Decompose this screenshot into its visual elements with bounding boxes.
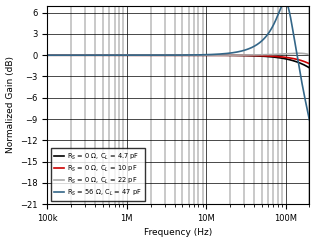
R$_S$ = 56 Ω, C$_L$ = 47 pF [283, 0, 287, 3]
R$_S$ = 0 Ω, C$_L$ = 4.7 pF [158, 54, 161, 57]
R$_S$ = 56 Ω, C$_L$ = 47 pF [302, 94, 306, 97]
R$_S$ = 56 Ω, C$_L$ = 47 pF [274, 18, 278, 21]
R$_S$ = 0 Ω, C$_L$ = 4.7 pF [76, 54, 79, 57]
R$_S$ = 0 Ω, C$_L$ = 4.7 pF [46, 54, 49, 57]
R$_S$ = 0 Ω, C$_L$ = 10 pF [76, 54, 79, 57]
Line: R$_S$ = 0 Ω, C$_L$ = 22 pF: R$_S$ = 0 Ω, C$_L$ = 22 pF [48, 53, 309, 55]
Legend: R$_S$ = 0 Ω, C$_L$ = 4.7 pF, R$_S$ = 0 Ω, C$_L$ = 10 pF, R$_S$ = 0 Ω, C$_L$ = 22: R$_S$ = 0 Ω, C$_L$ = 4.7 pF, R$_S$ = 0 Ω… [51, 148, 145, 201]
R$_S$ = 0 Ω, C$_L$ = 22 pF [76, 54, 79, 57]
R$_S$ = 0 Ω, C$_L$ = 10 pF [307, 62, 311, 65]
R$_S$ = 56 Ω, C$_L$ = 47 pF [307, 119, 311, 122]
Line: R$_S$ = 0 Ω, C$_L$ = 10 pF: R$_S$ = 0 Ω, C$_L$ = 10 pF [48, 55, 309, 64]
Y-axis label: Normalized Gain (dB): Normalized Gain (dB) [6, 56, 14, 153]
R$_S$ = 0 Ω, C$_L$ = 22 pF [46, 54, 49, 57]
Line: R$_S$ = 56 Ω, C$_L$ = 47 pF: R$_S$ = 56 Ω, C$_L$ = 47 pF [48, 2, 309, 120]
R$_S$ = 0 Ω, C$_L$ = 10 pF [91, 54, 95, 57]
R$_S$ = 56 Ω, C$_L$ = 47 pF [46, 54, 49, 57]
R$_S$ = 0 Ω, C$_L$ = 22 pF [274, 53, 278, 56]
R$_S$ = 56 Ω, C$_L$ = 47 pF [91, 54, 95, 57]
R$_S$ = 0 Ω, C$_L$ = 22 pF [307, 53, 311, 56]
R$_S$ = 0 Ω, C$_L$ = 4.7 pF [91, 54, 95, 57]
R$_S$ = 56 Ω, C$_L$ = 47 pF [158, 54, 161, 57]
R$_S$ = 0 Ω, C$_L$ = 22 pF [91, 54, 95, 57]
R$_S$ = 0 Ω, C$_L$ = 4.7 pF [307, 66, 311, 69]
R$_S$ = 0 Ω, C$_L$ = 10 pF [302, 60, 306, 63]
R$_S$ = 0 Ω, C$_L$ = 22 pF [158, 54, 161, 57]
R$_S$ = 0 Ω, C$_L$ = 4.7 pF [274, 56, 278, 59]
R$_S$ = 0 Ω, C$_L$ = 10 pF [46, 54, 49, 57]
R$_S$ = 56 Ω, C$_L$ = 47 pF [76, 54, 79, 57]
R$_S$ = 0 Ω, C$_L$ = 4.7 pF [302, 63, 306, 66]
R$_S$ = 0 Ω, C$_L$ = 22 pF [302, 52, 306, 55]
R$_S$ = 0 Ω, C$_L$ = 22 pF [297, 52, 301, 55]
R$_S$ = 0 Ω, C$_L$ = 22 pF [146, 54, 150, 57]
X-axis label: Frequency (Hz): Frequency (Hz) [144, 228, 213, 237]
Line: R$_S$ = 0 Ω, C$_L$ = 4.7 pF: R$_S$ = 0 Ω, C$_L$ = 4.7 pF [48, 55, 309, 68]
R$_S$ = 0 Ω, C$_L$ = 10 pF [158, 54, 161, 57]
R$_S$ = 56 Ω, C$_L$ = 47 pF [146, 54, 150, 57]
R$_S$ = 0 Ω, C$_L$ = 10 pF [146, 54, 150, 57]
R$_S$ = 0 Ω, C$_L$ = 10 pF [274, 55, 278, 58]
R$_S$ = 0 Ω, C$_L$ = 4.7 pF [146, 54, 150, 57]
